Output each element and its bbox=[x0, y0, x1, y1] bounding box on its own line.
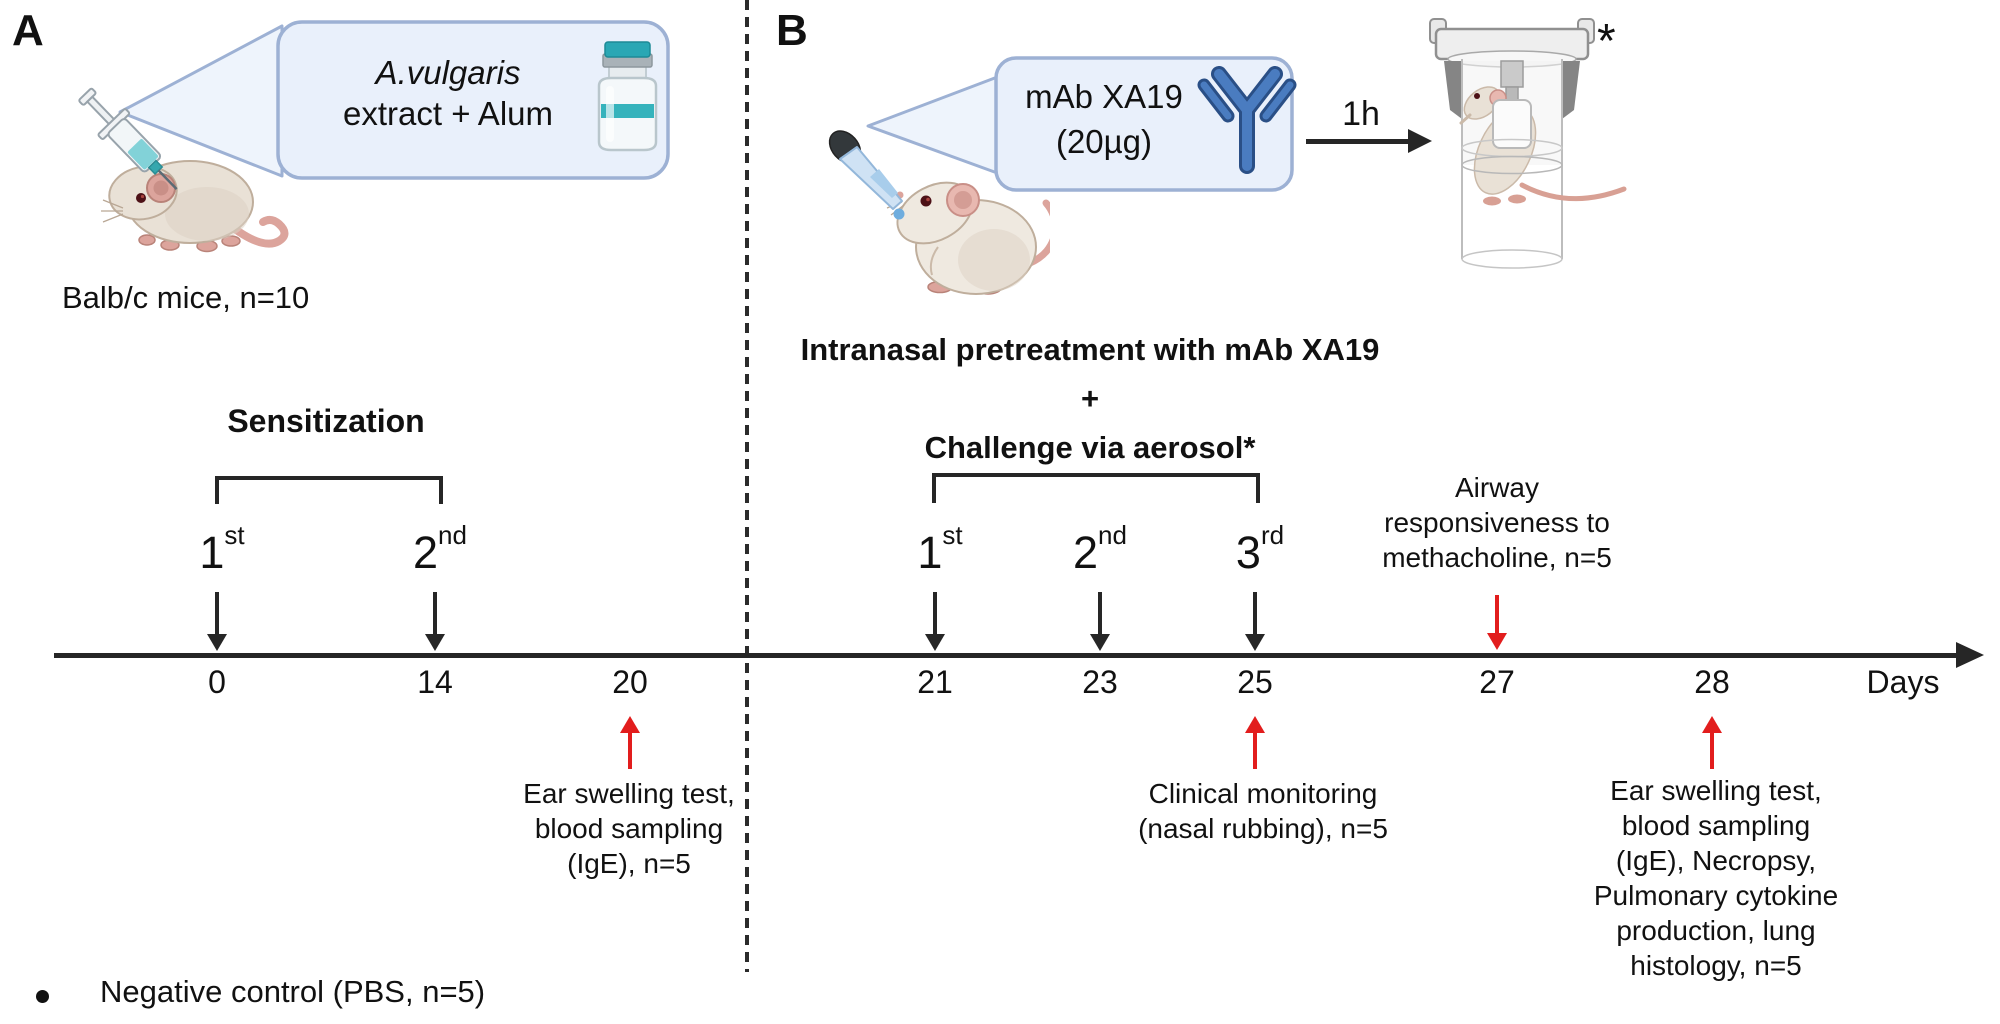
mab-dose: (20µg) bbox=[1055, 123, 1153, 160]
callout-b-bubble bbox=[866, 56, 1294, 192]
readout-arrow-day20 bbox=[619, 716, 641, 769]
mouse-icon bbox=[884, 181, 1050, 295]
incubation-arrow-head bbox=[1408, 129, 1432, 153]
panel-a-label: A bbox=[12, 6, 44, 55]
dose-label-b1: 1st bbox=[917, 520, 963, 578]
timeline-axis bbox=[54, 653, 1958, 658]
challenge-arrow-day21 bbox=[924, 592, 946, 651]
readout-arrow-day25 bbox=[1244, 716, 1266, 769]
challenge-arrow-day25 bbox=[1244, 592, 1266, 651]
challenge-bracket bbox=[932, 473, 1260, 503]
mouse-icon bbox=[101, 160, 289, 253]
sensitization-bracket bbox=[215, 476, 443, 504]
vial-icon bbox=[597, 41, 658, 152]
day-tick-23: 23 bbox=[1082, 664, 1118, 700]
dose-label-b3: 3rd bbox=[1235, 520, 1285, 578]
callout-a-bubble bbox=[118, 20, 670, 180]
bullet-icon bbox=[36, 990, 49, 1003]
allergen-name: A.vulgaris bbox=[375, 54, 521, 91]
day27-readout-annotation: Airway responsiveness to methacholine, n… bbox=[1382, 472, 1612, 573]
incubation-time-label: 1h bbox=[1342, 95, 1380, 133]
callout-a-text: A.vulgaris extract + Alum bbox=[343, 52, 553, 134]
dose-label-b2: 2nd bbox=[1073, 520, 1127, 578]
readout-arrow-day28 bbox=[1701, 716, 1723, 769]
aerosol-chamber-icon bbox=[1429, 18, 1627, 269]
day-tick-14: 14 bbox=[417, 664, 453, 700]
mice-caption: Balb/c mice, n=10 bbox=[62, 280, 310, 315]
timeline-axis-arrowhead bbox=[1956, 642, 1984, 668]
day-tick-28: 28 bbox=[1694, 664, 1730, 700]
dose-label-a2: 2nd bbox=[413, 520, 467, 578]
sensitization-title: Sensitization bbox=[227, 403, 425, 439]
panel-b-label: B bbox=[776, 6, 808, 55]
challenge-arrow-day23 bbox=[1089, 592, 1111, 651]
injection-arrow-day0 bbox=[206, 592, 228, 651]
chamber-asterisk: * bbox=[1597, 15, 1616, 68]
incubation-arrow-line bbox=[1306, 139, 1410, 144]
mab-name: mAb XA19 bbox=[1025, 78, 1183, 115]
dropper-and-mouse-illustration bbox=[828, 130, 1050, 295]
day-tick-20: 20 bbox=[612, 664, 648, 700]
panel-divider-dashed-line bbox=[745, 0, 749, 972]
day-tick-0: 0 bbox=[208, 664, 226, 700]
pretreatment-title: Intranasal pretreatment with mAb XA19 + … bbox=[800, 332, 1380, 465]
syringe-and-mouse-illustration bbox=[78, 87, 289, 253]
allergen-formulation: extract + Alum bbox=[342, 95, 554, 132]
readout-arrow-day27 bbox=[1486, 595, 1508, 650]
axis-label-days: Days bbox=[1866, 664, 1940, 700]
day20-readout-annotation: Ear swelling test, blood sampling (IgE),… bbox=[523, 778, 735, 879]
injection-arrow-day14 bbox=[424, 592, 446, 651]
antibody-icon bbox=[1197, 66, 1297, 174]
dose-label-a1: 1st bbox=[199, 520, 245, 578]
syringe-icon bbox=[78, 87, 178, 191]
day-tick-21: 21 bbox=[917, 664, 953, 700]
day25-readout-annotation: Clinical monitoring (nasal rubbing), n=5 bbox=[1138, 778, 1388, 844]
day-tick-25: 25 bbox=[1237, 664, 1273, 700]
negative-control-note: Negative control (PBS, n=5) bbox=[100, 974, 486, 1009]
dropper-icon bbox=[828, 130, 905, 220]
day28-readout-annotation: Ear swelling test, blood sampling (IgE),… bbox=[1593, 775, 1839, 981]
day-tick-27: 27 bbox=[1479, 664, 1515, 700]
callout-b-text: mAb XA19 (20µg) bbox=[1025, 74, 1183, 164]
